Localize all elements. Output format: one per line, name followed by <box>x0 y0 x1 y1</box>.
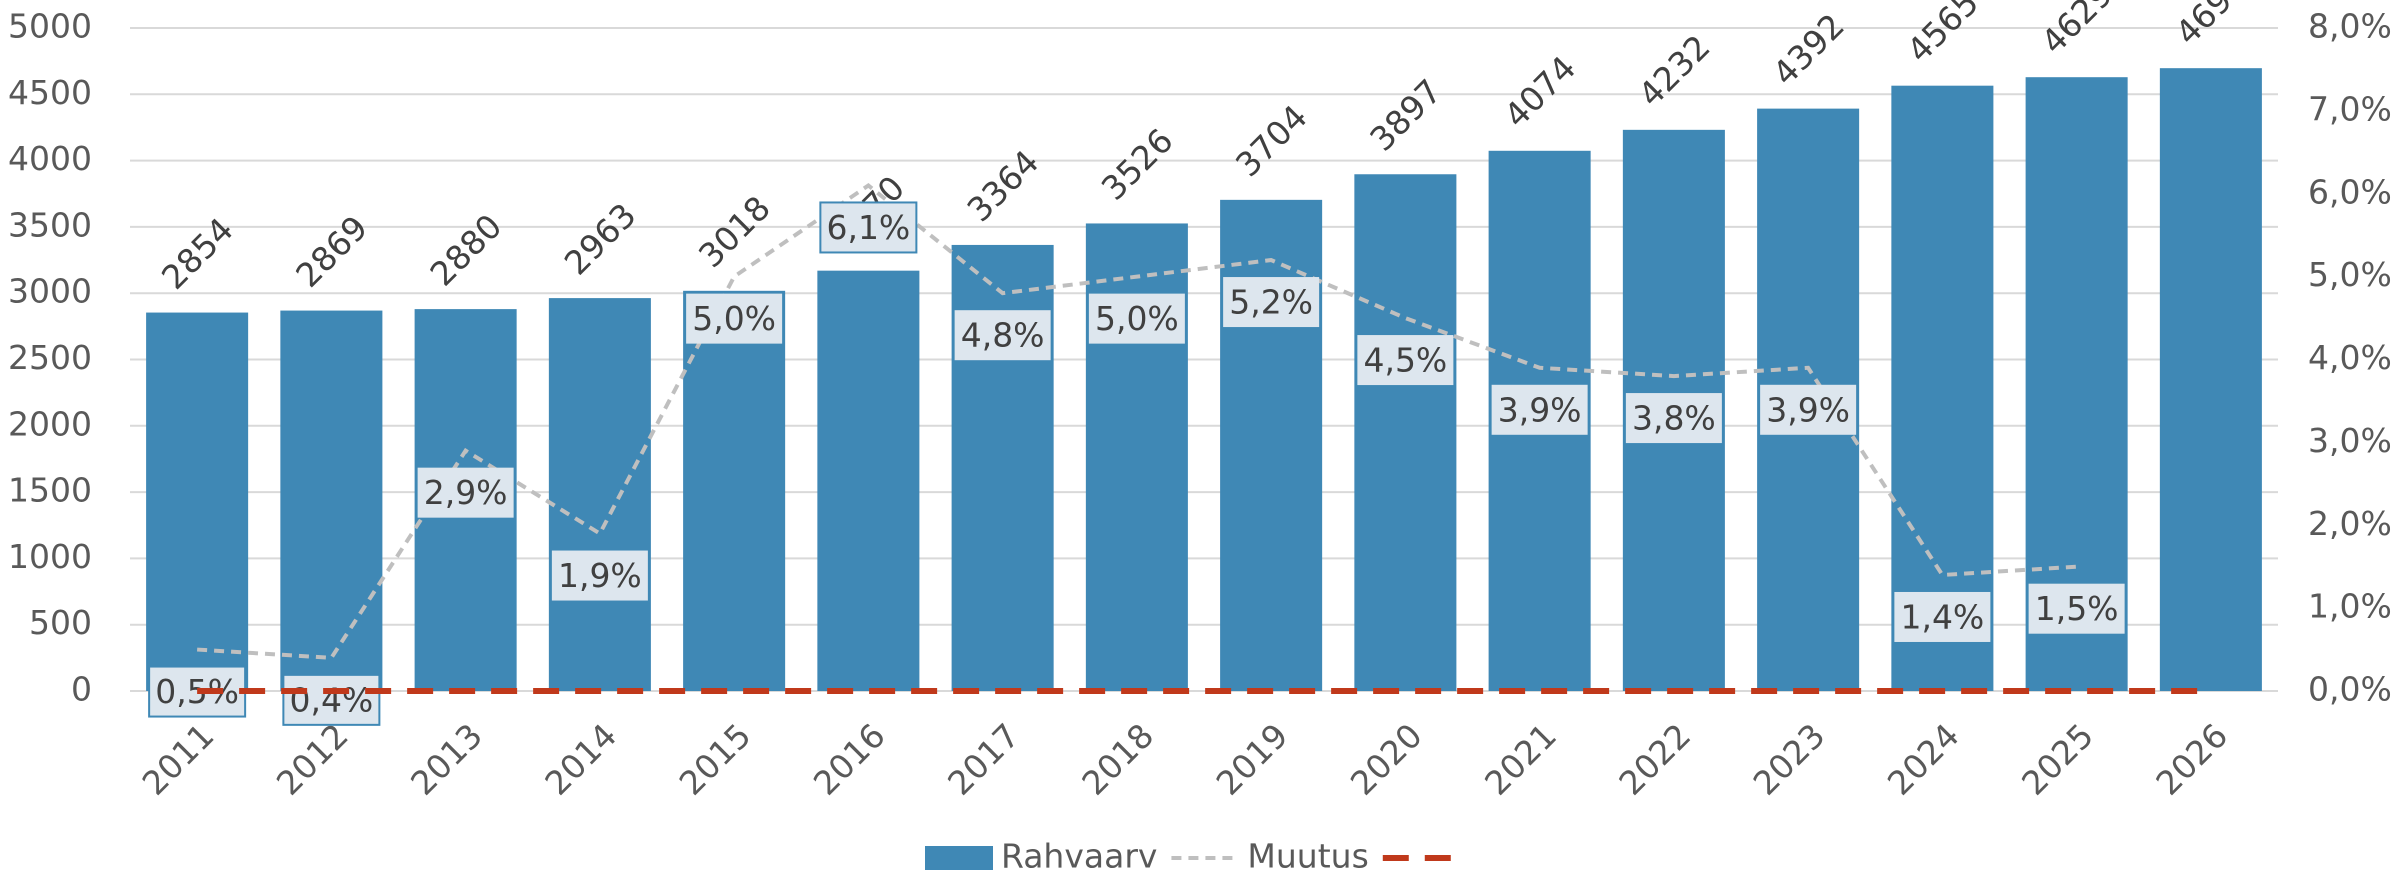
y-tick-label: 0 <box>71 670 92 709</box>
x-tick-label: 2023 <box>1746 716 1833 803</box>
y-tick-label: 2000 <box>8 404 92 443</box>
line-value-label: 0,4% <box>289 680 373 719</box>
bar-value-label: 4629 <box>2033 0 2120 62</box>
y-tick-label: 3000 <box>8 272 92 311</box>
x-tick-label: 2012 <box>269 716 356 803</box>
line-value-label: 5,0% <box>692 299 776 338</box>
bar-value-label: 3364 <box>959 142 1046 229</box>
bar-value-label: 3018 <box>691 188 778 275</box>
y2-tick-label: 8,0% <box>2308 7 2392 46</box>
bar <box>683 290 786 691</box>
label-box <box>1894 591 1991 642</box>
label-box <box>551 550 648 601</box>
x-tick-label: 2021 <box>1477 716 1564 803</box>
y-tick-label: 500 <box>29 603 92 642</box>
bar <box>1354 174 1457 691</box>
label-box <box>282 673 381 726</box>
bar <box>146 312 249 691</box>
y2-tick-label: 2,0% <box>2308 504 2392 543</box>
label-box <box>1491 384 1588 435</box>
x-tick-label: 2018 <box>1074 716 1161 803</box>
x-tick-label: 2019 <box>1209 716 1296 803</box>
line-value-label: 4,8% <box>961 316 1045 355</box>
legend-label: Rahvaarv <box>1001 837 1157 873</box>
line-value-label: 1,4% <box>1900 597 1984 636</box>
line-value-label: 1,5% <box>2035 589 2119 628</box>
bar-value-label: 4697 <box>2168 0 2255 53</box>
x-tick-label: 2013 <box>403 716 490 803</box>
x-tick-label: 2011 <box>135 716 222 803</box>
bar-value-label: 3526 <box>1094 121 1181 208</box>
line-value-label: 6,1% <box>826 208 910 247</box>
label-box <box>2028 583 2125 634</box>
bar <box>1085 223 1188 691</box>
label-box <box>1223 277 1320 328</box>
bar-value-label: 2869 <box>288 208 375 295</box>
legend-label: Muutus <box>1247 837 1368 873</box>
x-tick-label: 2026 <box>2148 716 2235 803</box>
label-box <box>819 201 918 254</box>
bar-value-label: 2880 <box>422 207 509 294</box>
x-tick-label: 2015 <box>672 716 759 803</box>
bar <box>548 298 651 691</box>
x-tick-label: 2016 <box>806 716 893 803</box>
line-value-label: 5,2% <box>1229 283 1313 322</box>
bar-value-label: 4232 <box>1631 27 1718 114</box>
y2-tick-label: 4,0% <box>2308 338 2392 377</box>
y-tick-label: 2500 <box>8 338 92 377</box>
line-labels: 0,5% 0,4%2,9%1,9%5,0%6,1%4,8% 5,0% 5,2%4,5%… <box>148 201 2125 726</box>
label-box <box>417 467 514 518</box>
x-tick-label: 2025 <box>2014 716 2101 803</box>
y-tick-label: 4500 <box>8 73 92 112</box>
line-value-label: 4,5% <box>1363 341 1447 380</box>
y-tick-label: 4000 <box>8 139 92 178</box>
x-tick-label: 2024 <box>1880 716 1967 803</box>
label-box <box>954 310 1051 361</box>
y-tick-label: 1000 <box>8 537 92 576</box>
y2-tick-label: 5,0% <box>2308 255 2392 294</box>
x-tick-label: 2020 <box>1343 716 1430 803</box>
bar <box>817 270 920 691</box>
y2-tick-label: 1,0% <box>2308 587 2392 626</box>
label-box <box>1357 335 1454 386</box>
bar <box>1891 85 1994 691</box>
y2-tick-label: 3,0% <box>2308 421 2392 460</box>
bar-value-label: 3704 <box>1228 97 1315 184</box>
bar-value-label: 3897 <box>1362 72 1449 159</box>
legend-swatch <box>925 846 993 870</box>
line-value-label: 3,9% <box>1498 390 1582 429</box>
y-tick-label: 1500 <box>8 471 92 510</box>
bar-value-label: 4392 <box>1765 6 1852 93</box>
bar-value-label: 2854 <box>154 210 241 297</box>
line-value-label: 2,9% <box>424 473 508 512</box>
line-value-label: 1,9% <box>558 556 642 595</box>
x-tick-label: 2022 <box>1611 716 1698 803</box>
bar <box>2159 68 2262 692</box>
y2-tick-label: 7,0% <box>2308 89 2392 128</box>
x-tick-label: 2017 <box>940 716 1027 803</box>
label-box <box>1760 384 1857 435</box>
bar <box>280 310 383 691</box>
bar-value-label: 2963 <box>557 196 644 283</box>
line-value-label: 3,9% <box>1766 390 1850 429</box>
y2-tick-label: 6,0% <box>2308 172 2392 211</box>
line-value-label: 3,8% <box>1632 399 1716 438</box>
label-box <box>686 293 783 344</box>
bar-value-label: 4074 <box>1496 48 1583 135</box>
bar <box>1220 199 1323 691</box>
y2-tick-label: 0,0% <box>2308 670 2392 709</box>
y-tick-label: 5000 <box>8 7 92 46</box>
x-tick-label: 2014 <box>537 716 624 803</box>
bar-value-label: 4565 <box>1899 0 1986 70</box>
y-tick-label: 3500 <box>8 205 92 244</box>
label-box <box>1625 393 1722 444</box>
label-box <box>1088 293 1185 344</box>
line-value-label: 5,0% <box>1095 299 1179 338</box>
